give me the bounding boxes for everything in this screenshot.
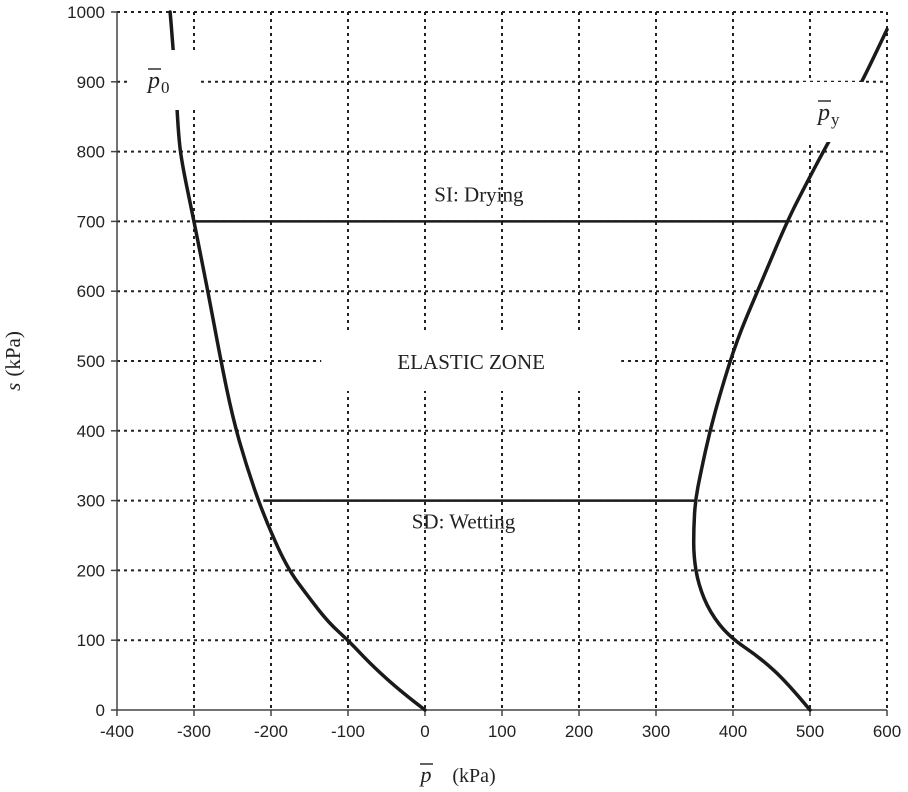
y-tick-label: 600 bbox=[77, 282, 105, 301]
x-tick-label: 300 bbox=[642, 722, 670, 741]
x-tick-label: -400 bbox=[100, 722, 134, 741]
y-axis-label: s (kPa) bbox=[1, 331, 25, 391]
y-tick-label: 400 bbox=[77, 422, 105, 441]
y-axis-symbol: s bbox=[1, 383, 25, 391]
x-tick-label: 0 bbox=[420, 722, 429, 741]
y-tick-label: 100 bbox=[77, 631, 105, 650]
elastic-zone-label: ELASTIC ZONE bbox=[397, 350, 545, 374]
yield-curve-y bbox=[691, 27, 889, 712]
y-tick-label: 500 bbox=[77, 352, 105, 371]
x-tick-label: 100 bbox=[488, 722, 516, 741]
series-symbol: p bbox=[146, 68, 160, 94]
y-axis-unit: (kPa) bbox=[1, 331, 25, 377]
y-tick-label: 700 bbox=[77, 212, 105, 231]
y-tick-label: 300 bbox=[77, 492, 105, 511]
series-subscript: 0 bbox=[161, 78, 170, 97]
x-axis-symbol: p bbox=[419, 762, 432, 787]
annotation-background bbox=[321, 331, 622, 391]
y-tick-label: 900 bbox=[77, 73, 105, 92]
stress-path-lines bbox=[194, 220, 787, 502]
stress-path-label: SD: Wetting bbox=[412, 510, 516, 534]
series-label-background bbox=[127, 50, 197, 110]
x-tick-label: -300 bbox=[177, 722, 211, 741]
axes: -400 -300 -200 -100 0 100 200 300 400 500 600 0 100 2… bbox=[67, 3, 901, 741]
x-tick-label: -200 bbox=[254, 722, 288, 741]
y-tick-label: 1000 bbox=[67, 3, 105, 22]
yield-curve-0 bbox=[168, 10, 427, 712]
series-subscript: y bbox=[831, 110, 840, 129]
y-axis-title: s (kPa) bbox=[1, 331, 25, 391]
x-tick-label: 200 bbox=[565, 722, 593, 741]
stress-path-label: SI: Drying bbox=[434, 182, 524, 206]
x-axis-label: p (kPa) bbox=[419, 762, 496, 787]
series-label-background bbox=[799, 82, 865, 142]
yield-curves bbox=[168, 10, 889, 712]
y-tick-label: 200 bbox=[77, 561, 105, 580]
x-tick-label: 600 bbox=[873, 722, 901, 741]
x-tick-label: 500 bbox=[796, 722, 824, 741]
x-axis-unit: (kPa) bbox=[452, 765, 495, 787]
series-symbol: p bbox=[816, 100, 830, 126]
x-tick-label: 400 bbox=[719, 722, 747, 741]
x-tick-label: -100 bbox=[331, 722, 365, 741]
y-tick-label: 0 bbox=[96, 701, 105, 720]
y-tick-label: 800 bbox=[77, 143, 105, 162]
